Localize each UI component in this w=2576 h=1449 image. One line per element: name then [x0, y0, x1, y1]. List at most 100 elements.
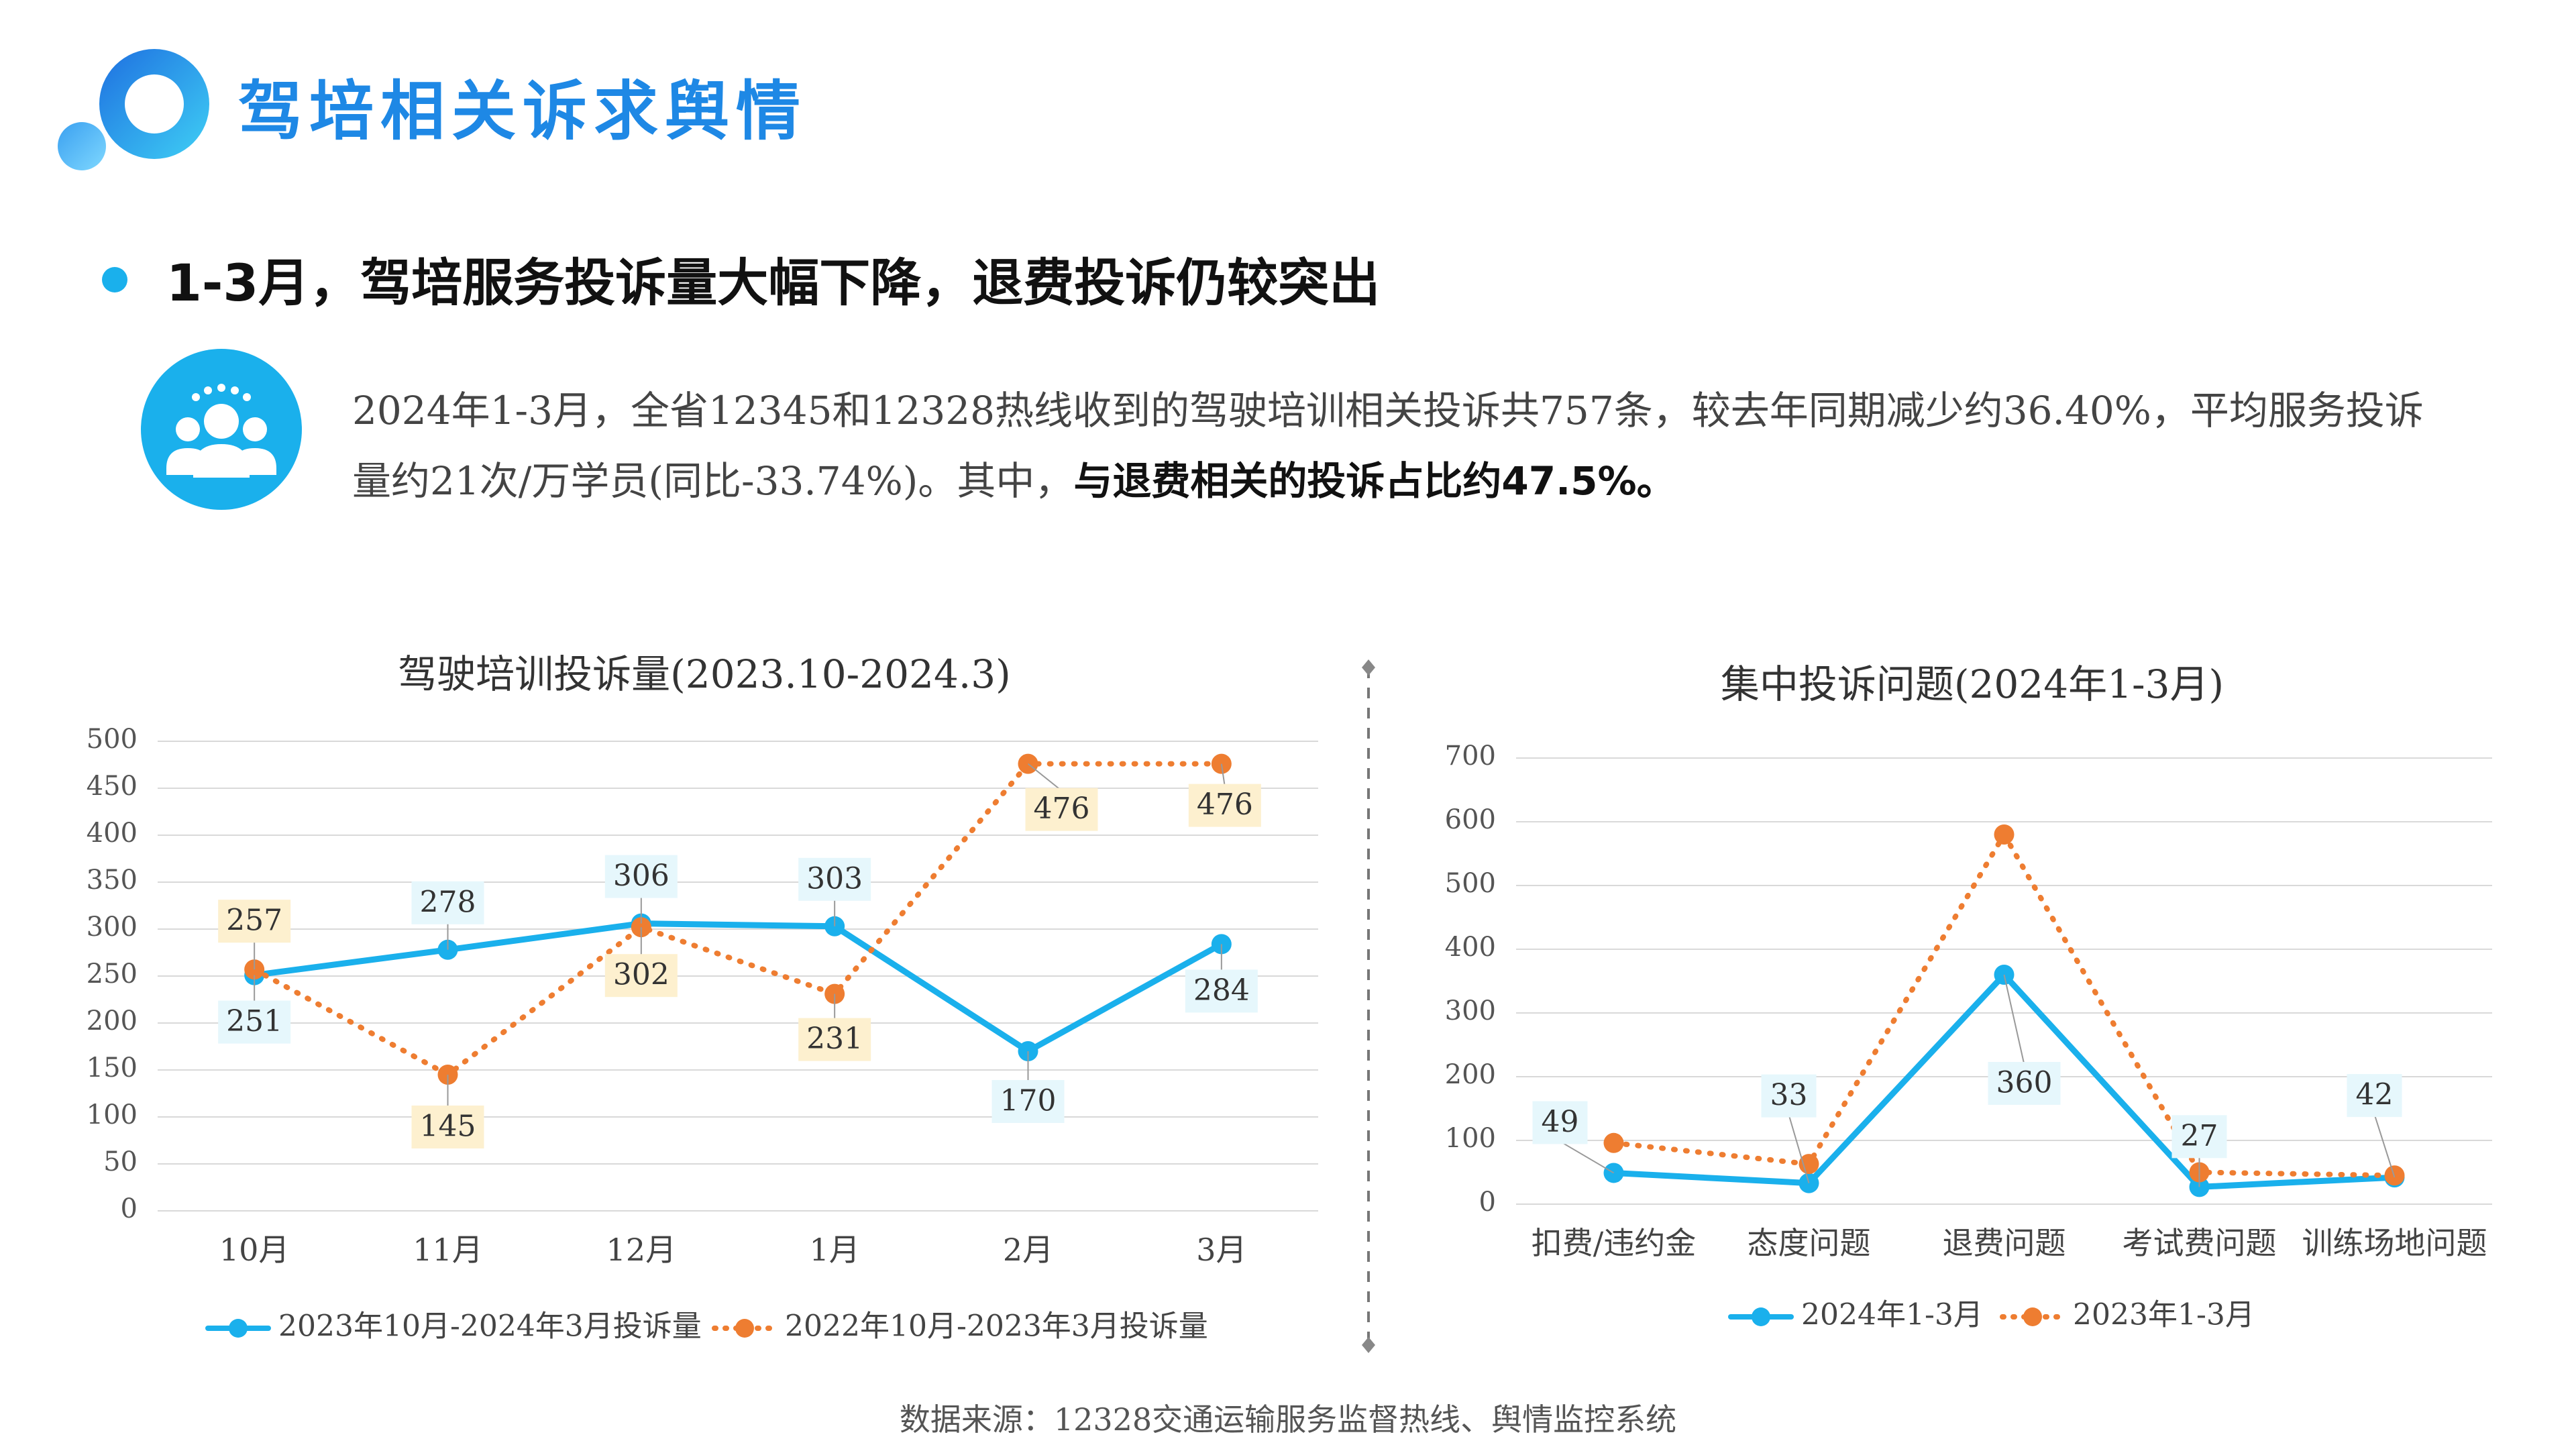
data-point — [1994, 824, 2015, 845]
x-tick-label: 12月 — [606, 1232, 677, 1268]
section-subheading: 1-3月，驾培服务投诉量大幅下降，退费投诉仍较突出 — [166, 253, 1381, 313]
x-tick-label: 2月 — [1003, 1232, 1053, 1268]
x-tick-label: 扣费/违约金 — [1532, 1225, 1697, 1261]
summary-paragraph: 2024年1-3月，全省12345和12328热线收到的驾驶培训相关投诉共757… — [352, 376, 2432, 517]
data-label-box — [798, 1018, 871, 1061]
chart-title: 集中投诉问题(2024年1-3月) — [1721, 661, 2224, 707]
y-tick-label: 400 — [87, 818, 138, 849]
x-tick-label: 3月 — [1196, 1232, 1246, 1268]
x-tick-label: 11月 — [413, 1232, 483, 1268]
data-label-box — [604, 855, 678, 898]
y-tick-label: 450 — [87, 771, 138, 802]
data-label-box — [411, 1106, 484, 1148]
data-point — [824, 916, 845, 936]
data-label-box — [1532, 1101, 1588, 1144]
y-tick-label: 100 — [1445, 1123, 1496, 1154]
data-label: 170 — [1000, 1084, 1057, 1118]
people-group-icon — [141, 349, 302, 510]
data-label-box — [2347, 1074, 2402, 1118]
data-point — [1211, 753, 1232, 774]
x-tick-label: 退费问题 — [1943, 1225, 2066, 1261]
legend-marker — [229, 1319, 248, 1338]
label-leader — [1788, 1114, 1810, 1183]
data-label-box — [798, 857, 871, 901]
data-label: 303 — [806, 861, 863, 896]
x-tick-label: 态度问题 — [1748, 1225, 1871, 1261]
y-tick-label: 300 — [1445, 996, 1496, 1026]
data-label: 306 — [613, 859, 669, 893]
series-line — [251, 920, 1225, 1055]
data-label-box — [991, 1080, 1065, 1123]
y-tick-label: 100 — [87, 1099, 138, 1130]
y-tick-label: 250 — [87, 959, 138, 989]
data-label: 33 — [1770, 1078, 1808, 1112]
x-tick-label: 考试费问题 — [2123, 1225, 2277, 1261]
data-label: 476 — [1034, 792, 1090, 826]
data-label-box — [1761, 1074, 1817, 1118]
data-label: 49 — [1542, 1105, 1579, 1139]
y-tick-label: 400 — [1445, 932, 1496, 963]
bullet-dot-icon — [102, 267, 127, 292]
data-label-box — [1185, 969, 1258, 1013]
divider-diamond-icon — [1362, 1337, 1375, 1353]
data-label: 27 — [2181, 1119, 2218, 1153]
data-label-box — [218, 1000, 291, 1044]
legend-label: 2023年1-3月 — [2073, 1298, 2255, 1332]
legend-label: 2023年10月-2024年3月投诉量 — [278, 1309, 702, 1344]
y-tick-label: 300 — [87, 912, 138, 943]
complaints-trend-chart: 驾驶培训投诉量(2023.10-2024.3) 0 50 100 150 200 250 30… — [40, 637, 1355, 1362]
data-label-box — [604, 954, 678, 998]
data-label-box — [1188, 784, 1261, 827]
app-logo-icon — [58, 49, 209, 170]
data-point — [1018, 753, 1038, 774]
data-point — [437, 939, 458, 960]
y-tick-label: 350 — [87, 865, 138, 896]
data-label-box — [411, 881, 484, 924]
page-title: 驾培相关诉求舆情 — [238, 74, 807, 149]
data-label: 278 — [420, 885, 476, 919]
label-leader — [2003, 974, 2025, 1065]
data-label: 257 — [226, 904, 282, 938]
data-label: 360 — [1996, 1066, 2053, 1100]
y-tick-label: 150 — [87, 1053, 138, 1083]
data-label-box — [1025, 788, 1098, 831]
data-point — [1603, 1132, 1624, 1153]
x-tick-label: 训练场地问题 — [2302, 1225, 2487, 1261]
data-label-box — [2171, 1115, 2227, 1159]
legend-label: 2022年10月-2023年3月投诉量 — [785, 1309, 1208, 1344]
x-tick-label: 1月 — [810, 1232, 860, 1268]
data-label-box — [1988, 1062, 2061, 1105]
data-label: 251 — [226, 1004, 282, 1038]
data-source-note: 数据来源：12328交通运输服务监督热线、舆情监控系统 — [899, 1401, 1677, 1438]
data-label: 231 — [806, 1022, 863, 1056]
x-tick-label: 10月 — [219, 1232, 290, 1268]
summary-text: 2024年1-3月，全省12345和12328热线收到的驾驶培训相关投诉共757… — [352, 388, 2424, 504]
data-label: 145 — [420, 1110, 476, 1144]
summary-emphasis: 与退费相关的投诉占比约47.5%。 — [1073, 458, 1676, 504]
label-leader — [1559, 1140, 1615, 1174]
y-tick-label: 200 — [1445, 1059, 1496, 1090]
y-tick-label: 200 — [87, 1006, 138, 1036]
data-point — [631, 917, 651, 938]
data-label: 302 — [613, 958, 669, 992]
issue-category-chart-svg: 集中投诉问题(2024年1-3月) 0 100 200 300 400 500 600 700 扣… — [1445, 661, 2492, 1332]
data-label: 476 — [1197, 788, 1253, 822]
y-tick-label: 0 — [1479, 1187, 1496, 1218]
y-tick-label: 600 — [1445, 804, 1496, 835]
data-label: 284 — [1193, 973, 1250, 1008]
issue-category-chart: 集中投诉问题(2024年1-3月) 0 100 200 300 400 500 600 700 扣… — [1402, 644, 2542, 1368]
data-point — [1799, 1154, 1819, 1175]
series-line — [252, 761, 1224, 1077]
data-label-box — [218, 900, 291, 943]
label-leader — [1027, 763, 1063, 792]
legend-marker — [2023, 1307, 2042, 1326]
divider-diamond-icon — [1362, 659, 1375, 676]
y-tick-label: 0 — [121, 1193, 138, 1224]
y-tick-label: 50 — [103, 1146, 138, 1177]
legend-label: 2024年1-3月 — [1801, 1298, 1983, 1332]
y-tick-label: 500 — [87, 724, 138, 755]
y-tick-label: 700 — [1445, 741, 1496, 771]
data-label: 42 — [2356, 1078, 2394, 1112]
complaints-trend-chart-svg: 驾驶培训投诉量(2023.10-2024.3) 0 50 100 150 200 250 30… — [87, 651, 1318, 1344]
chart-title: 驾驶培训投诉量(2023.10-2024.3) — [398, 651, 1011, 697]
